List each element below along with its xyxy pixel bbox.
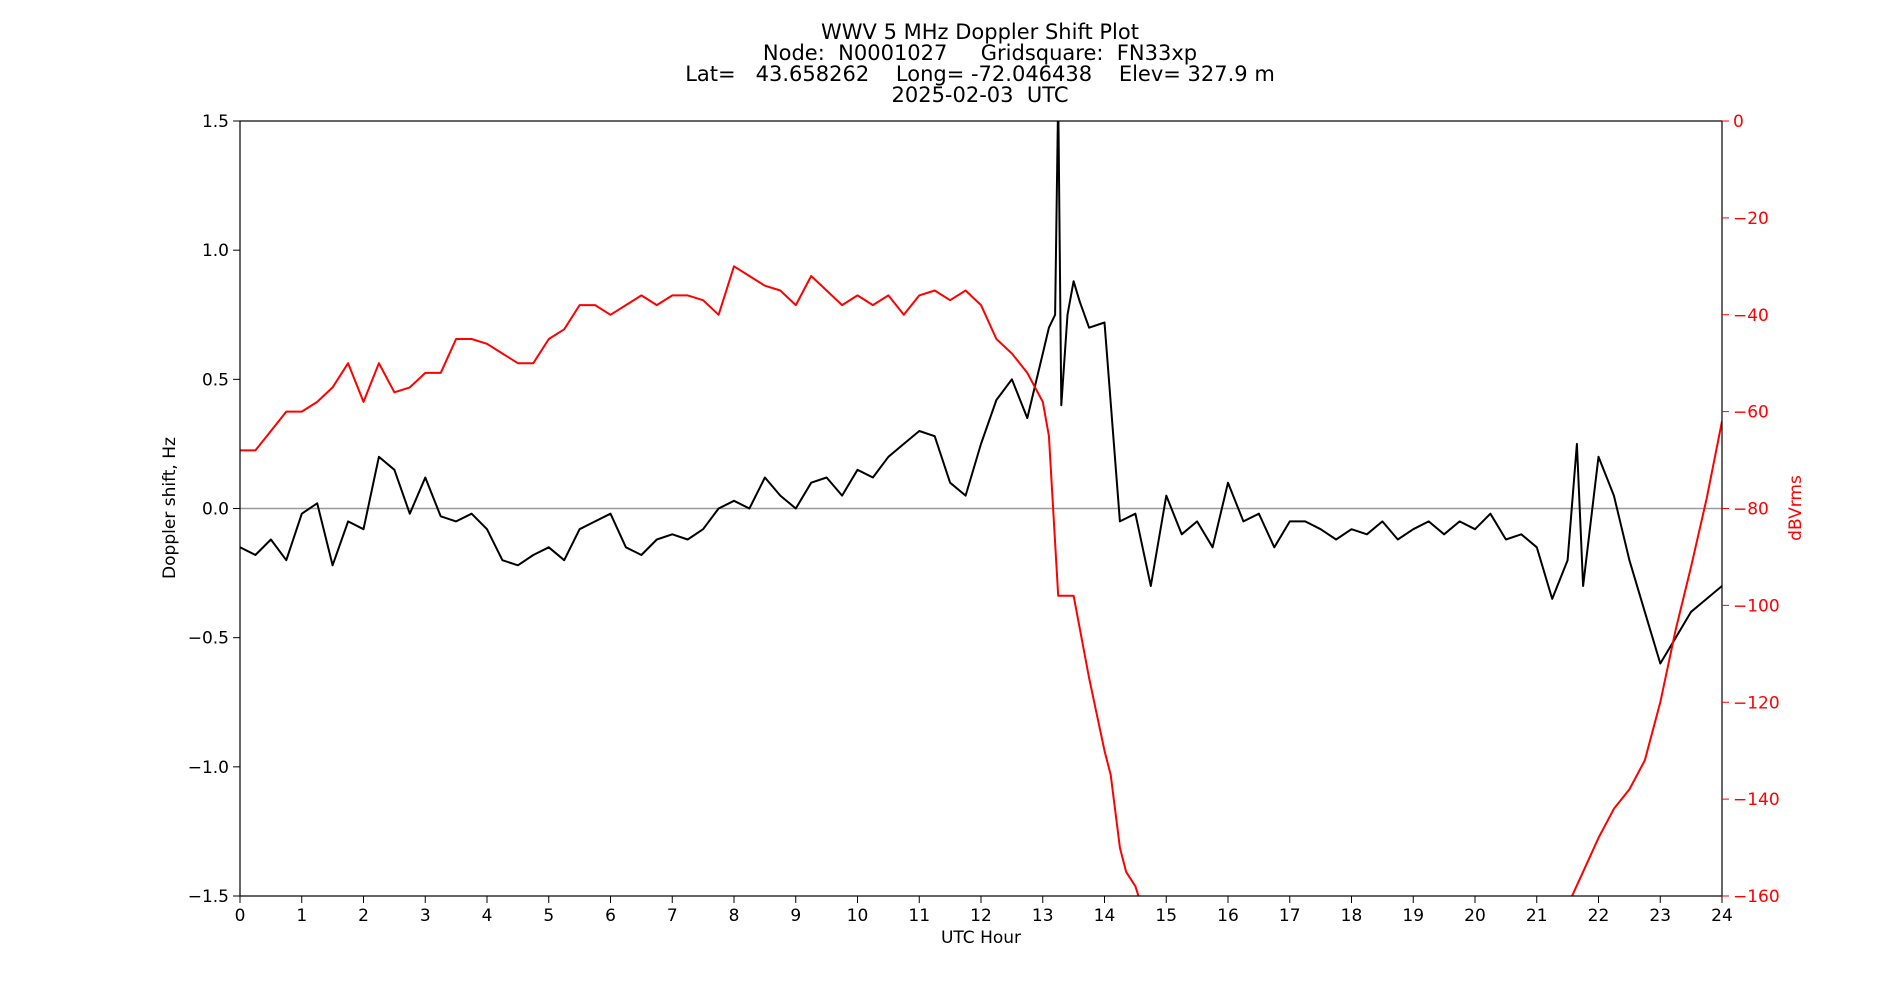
x-tick-label: 18	[1341, 906, 1363, 926]
y-right-tick-label: −140	[1733, 790, 1780, 810]
series-layer	[240, 121, 1722, 896]
y-right-tick-label: 0	[1733, 112, 1744, 132]
x-tick-label: 3	[420, 906, 431, 926]
y-right-tick-label: −160	[1733, 887, 1780, 907]
x-tick-label: 9	[790, 906, 801, 926]
y-right-tick-label: −80	[1733, 500, 1769, 520]
y-axis-right-label: dBVrms	[1786, 475, 1806, 541]
y-right-tick-label: −60	[1733, 403, 1769, 423]
y-axis-left: 1.5 1.0 0.5 0.0 −0.5 −1.0 −1.5	[188, 112, 240, 907]
title-line-1: WWV 5 MHz Doppler Shift Plot	[821, 20, 1139, 44]
title-line-2: Node: N0001027 Gridsquare: FN33xp	[762, 41, 1198, 65]
x-tick-label: 16	[1217, 906, 1239, 926]
x-axis: 0 1 2 3 4 5 6 7 8 9 10 11 12 13 14 15 16 17 18 19 20 21 22 23 24	[235, 896, 1733, 926]
x-tick-label: 20	[1464, 906, 1486, 926]
y-left-tick-label: 0.0	[202, 500, 229, 520]
y-left-tick-label: −0.5	[188, 629, 229, 649]
title-line-3: Lat= 43.658262 Long= -72.046438 Elev= 32…	[685, 62, 1275, 86]
title-line-4: 2025-02-03 UTC	[891, 83, 1069, 107]
x-tick-label: 14	[1094, 906, 1116, 926]
x-tick-label: 8	[729, 906, 740, 926]
y-left-tick-label: −1.5	[188, 887, 229, 907]
chart-title: WWV 5 MHz Doppler Shift Plot Node: N0001…	[0, 22, 1900, 106]
x-tick-label: 7	[667, 906, 678, 926]
y-right-tick-label: −40	[1733, 306, 1769, 326]
y-left-tick-label: −1.0	[188, 758, 229, 778]
x-tick-label: 19	[1402, 906, 1424, 926]
x-tick-label: 5	[543, 906, 554, 926]
x-tick-label: 17	[1279, 906, 1301, 926]
x-tick-label: 24	[1711, 906, 1733, 926]
y-left-tick-label: 1.0	[202, 241, 229, 261]
y-left-tick-label: 0.5	[202, 370, 229, 390]
x-tick-label: 13	[1032, 906, 1054, 926]
x-axis-label: UTC Hour	[941, 928, 1021, 948]
x-tick-label: 2	[358, 906, 369, 926]
y-right-tick-label: −100	[1733, 596, 1780, 616]
y-right-tick-label: −20	[1733, 209, 1769, 229]
x-tick-label: 11	[908, 906, 930, 926]
series-line-left	[240, 121, 1722, 665]
x-tick-label: 23	[1649, 906, 1671, 926]
x-tick-label: 6	[605, 906, 616, 926]
x-tick-label: 10	[847, 906, 869, 926]
x-tick-label: 15	[1155, 906, 1177, 926]
x-tick-label: 22	[1588, 906, 1610, 926]
y-left-tick-label: 1.5	[202, 112, 229, 132]
y-right-tick-label: −120	[1733, 693, 1780, 713]
y-axis-left-label: Doppler shift, Hz	[160, 437, 180, 579]
series-line-right	[240, 265, 1722, 896]
x-tick-label: 1	[296, 906, 307, 926]
x-tick-label: 21	[1526, 906, 1548, 926]
x-tick-label: 0	[235, 906, 246, 926]
x-tick-label: 12	[970, 906, 992, 926]
y-axis-right: 0 −20 −40 −60 −80 −100 −120 −140 −160	[1722, 112, 1780, 907]
x-tick-label: 4	[482, 906, 493, 926]
